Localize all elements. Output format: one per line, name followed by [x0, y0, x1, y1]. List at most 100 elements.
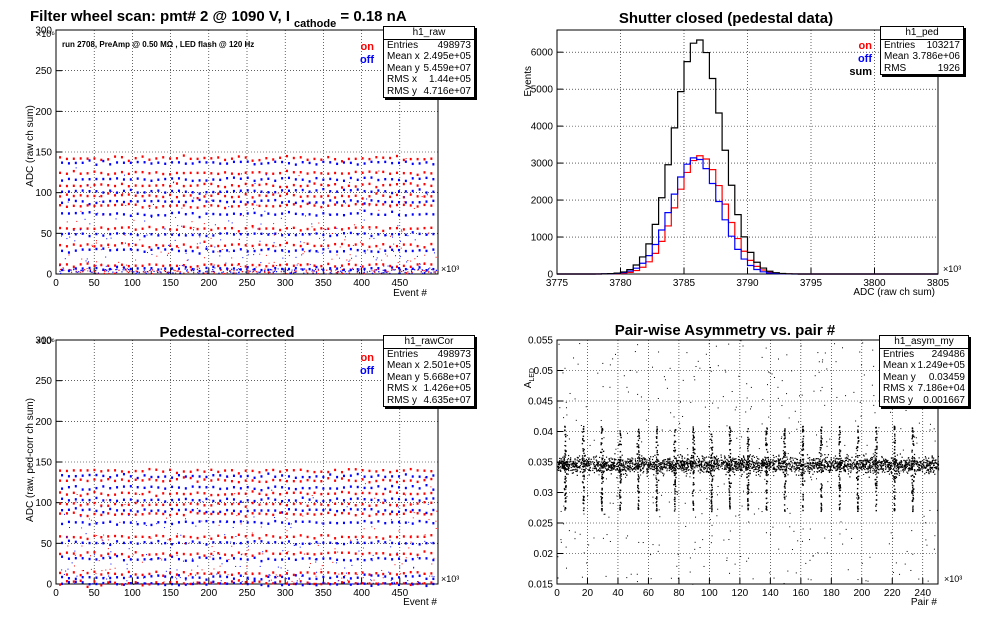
- data-point: [897, 468, 899, 470]
- data-point: [362, 272, 364, 274]
- data-point: [389, 583, 392, 586]
- data-point: [397, 510, 400, 513]
- data-point: [279, 185, 282, 189]
- data-point: [929, 461, 931, 463]
- data-point: [728, 464, 730, 466]
- data-point: [294, 271, 296, 274]
- data-point: [299, 534, 302, 537]
- data-point: [905, 461, 908, 464]
- data-point: [430, 172, 433, 175]
- data-point: [212, 520, 215, 524]
- data-point: [127, 503, 130, 506]
- data-point: [679, 454, 682, 456]
- data-point: [601, 466, 604, 468]
- data-point: [148, 194, 151, 197]
- data-point: [175, 478, 178, 481]
- data-point: [881, 456, 883, 459]
- data-point: [391, 269, 393, 271]
- data-point: [720, 459, 722, 461]
- data-point: [361, 502, 364, 506]
- data-point: [67, 581, 70, 584]
- data-point: [695, 459, 698, 461]
- data-point: [404, 508, 407, 512]
- data-point: [294, 582, 297, 586]
- data-point: [839, 465, 842, 467]
- data-point: [336, 213, 339, 216]
- data-point: [226, 559, 229, 563]
- data-point: [205, 543, 208, 546]
- data-point: [772, 471, 774, 473]
- data-point: [625, 466, 627, 468]
- data-point: [824, 454, 826, 456]
- data-point: [652, 456, 654, 458]
- data-point: [274, 273, 276, 275]
- data-point: [732, 457, 734, 459]
- data-point: [768, 467, 771, 469]
- data-point: [256, 204, 258, 206]
- data-point: [416, 173, 419, 177]
- y-tick-label: 0: [46, 270, 52, 281]
- data-point: [377, 540, 380, 543]
- data-point: [739, 461, 741, 463]
- data-point: [783, 460, 785, 462]
- data-point: [79, 536, 82, 539]
- data-point: [603, 470, 605, 472]
- data-point: [786, 467, 788, 469]
- y-tick-label: 0.03: [534, 488, 554, 499]
- data-point: [790, 457, 792, 459]
- data-point: [129, 558, 132, 561]
- data-point: [875, 467, 878, 469]
- data-point: [662, 460, 664, 462]
- data-point: [246, 499, 249, 502]
- data-point: [146, 583, 148, 585]
- data-point: [363, 273, 365, 275]
- data-point: [320, 227, 323, 230]
- data-point: [74, 249, 77, 252]
- data-point: [377, 520, 380, 523]
- data-point: [354, 492, 357, 496]
- data-point: [391, 497, 394, 500]
- data-point: [384, 190, 387, 193]
- data-point: [698, 465, 701, 468]
- data-point: [425, 271, 427, 273]
- data-point: [676, 460, 679, 462]
- data-point: [842, 459, 844, 462]
- data-point: [824, 461, 826, 463]
- data-point: [286, 583, 288, 585]
- data-point: [732, 458, 734, 460]
- data-point: [120, 263, 123, 266]
- data-point: [75, 270, 77, 272]
- data-point: [136, 510, 139, 513]
- data-point: [654, 460, 657, 462]
- data-point: [242, 575, 244, 577]
- data-point: [254, 270, 256, 272]
- data-point: [764, 461, 766, 464]
- data-point: [327, 571, 330, 574]
- data-point: [81, 541, 84, 544]
- data-point: [313, 195, 316, 198]
- data-point: [212, 234, 215, 237]
- x-tick-label: 400: [353, 588, 370, 599]
- data-point: [336, 583, 339, 586]
- data-point: [347, 502, 350, 506]
- data-point: [60, 235, 62, 237]
- data-point: [59, 491, 62, 494]
- data-point: [205, 519, 208, 523]
- data-point: [877, 466, 880, 468]
- data-point: [646, 475, 648, 477]
- data-point: [414, 258, 416, 260]
- data-point: [425, 161, 428, 164]
- data-point: [292, 183, 295, 187]
- data-point: [67, 269, 70, 273]
- data-point: [96, 535, 98, 537]
- data-point: [306, 172, 309, 175]
- data-point: [209, 499, 211, 501]
- data-point: [100, 536, 103, 539]
- data-point: [164, 583, 167, 587]
- data-point: [72, 227, 75, 231]
- data-point: [139, 494, 141, 496]
- data-point: [382, 537, 385, 540]
- data-point: [418, 188, 421, 191]
- data-point: [217, 185, 220, 188]
- data-point: [73, 268, 75, 270]
